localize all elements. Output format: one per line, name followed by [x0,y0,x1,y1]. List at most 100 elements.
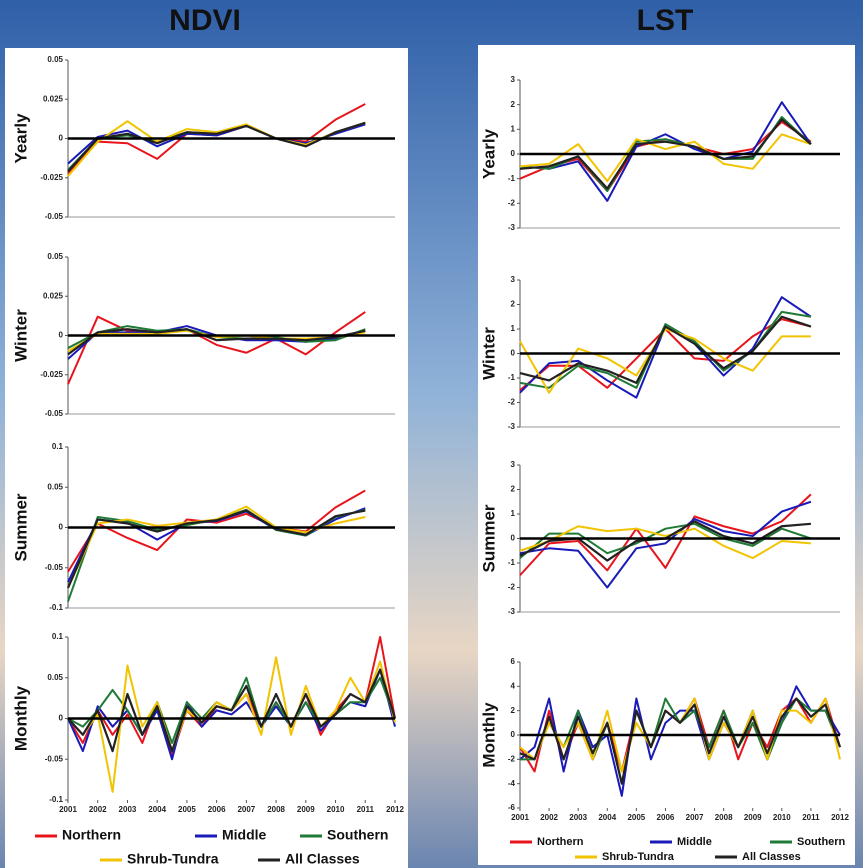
legend-label: All Classes [742,851,801,863]
x-tick-label: 2001 [511,813,529,822]
series-line [67,668,397,753]
series-line [519,697,842,785]
y-tick-label: 2 [511,300,516,309]
legend-label: Northern [62,827,121,843]
y-tick-label: -0.1 [49,795,63,804]
series-line [519,133,812,183]
y-tick-label: 0.05 [47,55,63,64]
y-tick-label: 0.05 [47,673,63,682]
y-tick-label: 3 [511,275,516,284]
y-tick-label: 0.1 [52,632,64,641]
x-tick-label: 2003 [569,813,587,822]
y-tick-label: 4 [511,681,516,690]
series-line [67,489,366,573]
series-line [519,493,812,576]
series-line [519,315,812,384]
y-tick-label: 0 [511,730,516,739]
y-tick-label: -2 [508,583,516,592]
y-tick-label: 0.025 [43,94,64,103]
x-tick-label: 2005 [178,805,196,814]
y-tick-label: 6 [511,657,516,666]
series-line [519,525,811,560]
y-tick-label: 1 [511,324,516,333]
x-tick-label: 2010 [773,813,791,822]
x-tick-label: 2007 [686,813,704,822]
x-tick-label: 2011 [802,813,820,822]
y-tick-label: 0 [511,534,516,543]
y-tick-label: 1 [511,124,516,133]
y-tick-label: 3 [511,460,516,469]
y-axis-label: Summer [11,493,30,561]
series-line [519,101,812,202]
legend-label: Shrub-Tundra [602,851,675,863]
series-line [519,328,811,394]
y-tick-label: -1 [508,373,516,382]
legend-label: Shrub-Tundra [127,851,219,867]
column-title: NDVI [169,4,241,37]
y-tick-label: 0.025 [43,291,64,300]
y-tick-label: 0.05 [47,482,63,491]
x-tick-label: 2008 [715,813,733,822]
series-line [519,118,812,190]
y-axis-label: Yearly [479,128,498,179]
y-tick-label: -3 [508,422,516,431]
x-tick-label: 2004 [598,813,616,822]
y-axis-label: Winter [479,327,498,380]
x-tick-label: 2008 [267,805,285,814]
y-tick-label: -2 [508,398,516,407]
y-tick-label: -0.025 [40,370,63,379]
x-tick-label: 2004 [148,805,166,814]
x-tick-label: 2009 [744,813,762,822]
y-tick-label: 0 [59,134,64,143]
legend-label: Southern [797,836,846,848]
y-tick-label: -0.025 [40,173,63,182]
x-tick-label: 2011 [357,805,375,814]
y-axis-label: Monthly [11,685,30,751]
legend-label: Northern [537,836,584,848]
x-tick-label: 2010 [327,805,345,814]
panel [5,48,408,868]
column-title: LST [637,4,694,37]
y-tick-label: 0 [59,523,64,532]
x-tick-label: 2006 [657,813,675,822]
legend-label: Middle [677,836,712,848]
series-line [67,328,366,356]
x-tick-label: 2005 [627,813,645,822]
y-tick-label: -1 [508,558,516,567]
y-axis-label: Yearly [11,113,30,164]
x-tick-label: 2002 [89,805,107,814]
x-tick-label: 2012 [831,813,849,822]
y-tick-label: 2 [511,100,516,109]
legend-label: Middle [222,827,267,843]
x-tick-label: 2003 [119,805,137,814]
y-tick-label: -6 [508,803,516,812]
y-tick-label: -0.05 [45,754,64,763]
y-tick-label: 0.05 [47,252,63,261]
y-axis-label: Monthly [479,702,498,768]
y-tick-label: 1 [511,509,516,518]
x-tick-label: 2001 [59,805,77,814]
y-tick-label: 2 [511,485,516,494]
y-tick-label: -0.1 [49,603,63,612]
y-tick-label: -0.05 [45,563,64,572]
y-tick-label: -0.05 [45,409,64,418]
legend-label: All Classes [285,851,360,867]
y-tick-label: -3 [508,223,516,232]
y-tick-label: -2 [508,754,516,763]
x-tick-label: 2012 [386,805,404,814]
y-tick-label: 0 [59,714,64,723]
series-line [67,311,366,385]
x-tick-label: 2006 [208,805,226,814]
y-tick-label: 0.1 [52,442,64,451]
y-tick-label: -4 [508,779,516,788]
y-tick-label: 0 [59,331,64,340]
series-line [67,121,366,173]
y-tick-label: 2 [511,706,516,715]
series-line [519,522,812,559]
x-tick-label: 2007 [237,805,255,814]
x-tick-label: 2009 [297,805,315,814]
y-tick-label: 3 [511,75,516,84]
y-axis-label: Winter [11,309,30,362]
